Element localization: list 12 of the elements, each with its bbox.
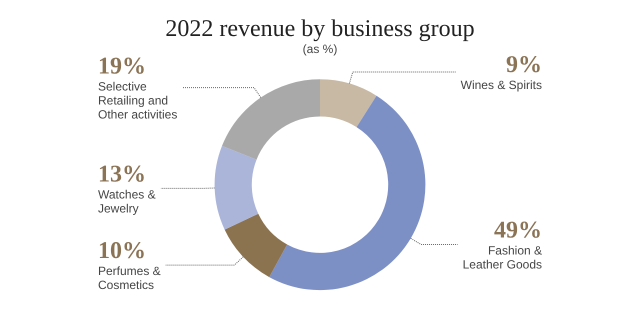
data-label: 19% <box>98 54 146 80</box>
slice-label: Wines & Spirits <box>460 78 542 92</box>
slice-label: Perfumes & Cosmetics <box>98 264 161 292</box>
data-label: 13% <box>98 161 146 188</box>
slice-label: Watches & Jewelry <box>98 187 156 216</box>
slice-label: Fashion & Leather Goods <box>462 243 542 272</box>
data-label: 9% <box>506 52 542 78</box>
chart-subtitle: (as %) <box>302 42 338 56</box>
slice-label: Selective Retailing and Other activities <box>98 80 178 122</box>
data-label: 10% <box>98 238 146 264</box>
data-label: 49% <box>494 217 542 244</box>
chart-title: 2022 revenue by business group <box>165 16 475 42</box>
